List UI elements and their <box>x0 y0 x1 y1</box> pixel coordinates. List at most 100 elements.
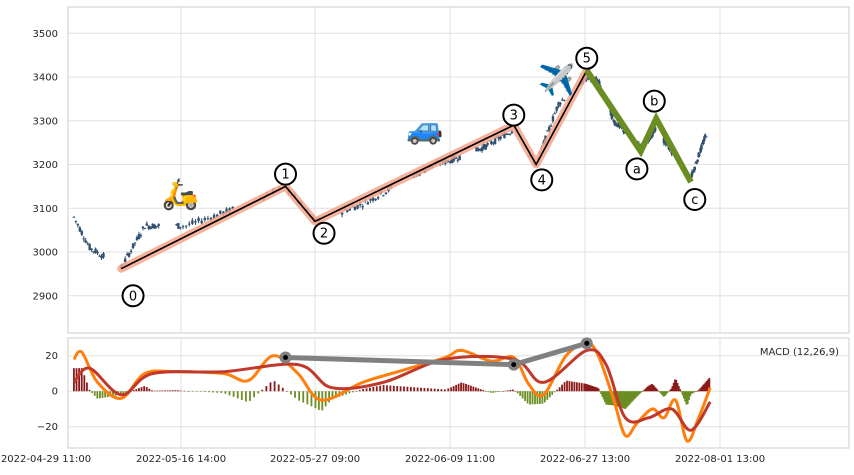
price-candle-body <box>143 228 147 230</box>
price-y-tick-label: 3300 <box>33 116 58 127</box>
macd-histogram-bar <box>457 383 460 392</box>
macd-histogram-bar <box>249 391 251 401</box>
macd-histogram-bar <box>647 386 650 392</box>
price-candle-body <box>691 171 695 173</box>
macd-histogram-bar <box>365 388 368 392</box>
wave-label-0: 0 <box>121 284 145 308</box>
wave-label-3: 3 <box>502 103 526 127</box>
wave-label-circle <box>312 221 336 245</box>
macd-histogram-bar <box>658 391 661 393</box>
price-y-tick-label: 3400 <box>33 73 58 84</box>
macd-histogram-bar <box>158 390 161 392</box>
price-candle-body <box>184 225 188 227</box>
macd-histogram-bar <box>514 390 517 392</box>
macd-histogram-bar <box>633 391 636 400</box>
macd-histogram-bar <box>649 384 652 392</box>
macd-histogram-bar <box>140 387 143 392</box>
macd-histogram-bar <box>672 382 675 392</box>
macd-histogram-bar <box>646 387 648 392</box>
price-candle-body <box>609 110 613 116</box>
price-candle-body <box>549 125 553 127</box>
macd-histogram-bar <box>465 383 467 392</box>
macd-histogram-bar <box>573 381 576 392</box>
macd-histogram-bar <box>600 391 603 395</box>
wave-label-a: a <box>625 157 649 181</box>
macd-histogram-bar <box>620 391 623 408</box>
macd-histogram-bar <box>657 390 660 392</box>
macd-histogram-bar <box>591 385 594 392</box>
wave-label-circle <box>642 89 666 113</box>
price-candle-body <box>557 102 560 107</box>
macd-histogram-bar <box>596 387 599 392</box>
price-candle-body <box>200 220 203 224</box>
car-icon: 🚙 <box>406 111 443 146</box>
macd-histogram-bar <box>195 391 198 392</box>
macd-histogram-bar <box>479 389 482 392</box>
macd-y-tick-label: 0 <box>52 387 58 398</box>
price-candle-body <box>135 237 139 240</box>
macd-histogram-bar <box>583 383 586 392</box>
wave-icons: 🛵 🚙 ✈️ <box>162 61 576 212</box>
macd-histogram-bar <box>228 391 231 396</box>
wave-label-circle <box>683 188 707 212</box>
price-candle-body <box>699 147 702 153</box>
macd-histogram-bar <box>362 389 365 392</box>
macd-histogram-bar <box>477 388 480 392</box>
wave-label-5: 5 <box>575 46 599 70</box>
macd-histogram-bar <box>671 386 674 392</box>
macd-histogram-bar <box>253 391 255 398</box>
macd-histogram-bar <box>551 391 554 395</box>
macd-histogram-bar <box>684 391 687 402</box>
macd-histogram-bar <box>179 390 182 392</box>
price-candle-body <box>555 106 558 111</box>
price-candle-body <box>546 130 549 132</box>
price-candle-body <box>374 198 377 201</box>
macd-histogram-bar <box>112 391 114 397</box>
macd-histogram-bar <box>621 391 624 409</box>
price-panel: 2900 3000 3100 3200 3300 3400 3500 0 1 2 3 4 5 a b c 🛵… <box>33 6 850 334</box>
price-candle-body <box>356 204 359 209</box>
macd-histogram-bar <box>156 390 159 392</box>
price-candle-body <box>361 206 364 208</box>
macd-histogram-bar <box>676 383 679 392</box>
price-candle-body <box>705 136 708 138</box>
macd-histogram-bar <box>516 391 519 394</box>
price-candle-body <box>508 134 512 136</box>
price-candle-body <box>129 250 133 253</box>
macd-histogram-bar <box>691 391 694 394</box>
macd-histogram-bar <box>623 391 625 409</box>
macd-histogram-bar <box>334 391 337 398</box>
macd-histogram-bar <box>632 391 634 401</box>
macd-histogram-bar <box>698 389 701 392</box>
macd-histogram-bar <box>635 391 638 397</box>
macd-histogram-bar <box>143 386 146 392</box>
macd-histogram-bar <box>677 386 680 392</box>
macd-histogram-bar <box>273 381 276 392</box>
macd-histogram-bar <box>96 391 99 399</box>
macd-histogram-bar <box>584 383 587 392</box>
macd-histogram-bar <box>269 382 272 392</box>
macd-histogram-bar <box>443 389 446 392</box>
price-y-tick-label: 2900 <box>33 291 58 302</box>
macd-histogram-bar <box>668 390 671 392</box>
macd-histogram-bar <box>285 391 288 392</box>
macd-histogram-bar <box>423 387 426 392</box>
macd-histogram-bar <box>605 391 608 405</box>
wave-label-text: 0 <box>129 289 137 304</box>
macd-histogram-bar <box>151 390 153 392</box>
macd-histogram-bar <box>680 391 683 393</box>
price-candle-body <box>477 148 480 152</box>
price-candle-body <box>506 133 510 135</box>
price-candle-body <box>654 127 657 132</box>
macd-histogram-bar <box>204 391 206 392</box>
macd-histogram-bar <box>578 382 581 392</box>
price-candle-body <box>492 142 495 144</box>
macd-histogram-bar <box>526 391 529 404</box>
price-candle-body <box>698 155 701 157</box>
price-candle-body <box>700 144 703 150</box>
price-candle-body <box>503 132 506 139</box>
macd-histogram-bar <box>80 368 83 392</box>
macd-histogram-bar <box>610 391 613 406</box>
price-candle-body <box>141 226 145 229</box>
price-candle-body <box>562 99 566 101</box>
